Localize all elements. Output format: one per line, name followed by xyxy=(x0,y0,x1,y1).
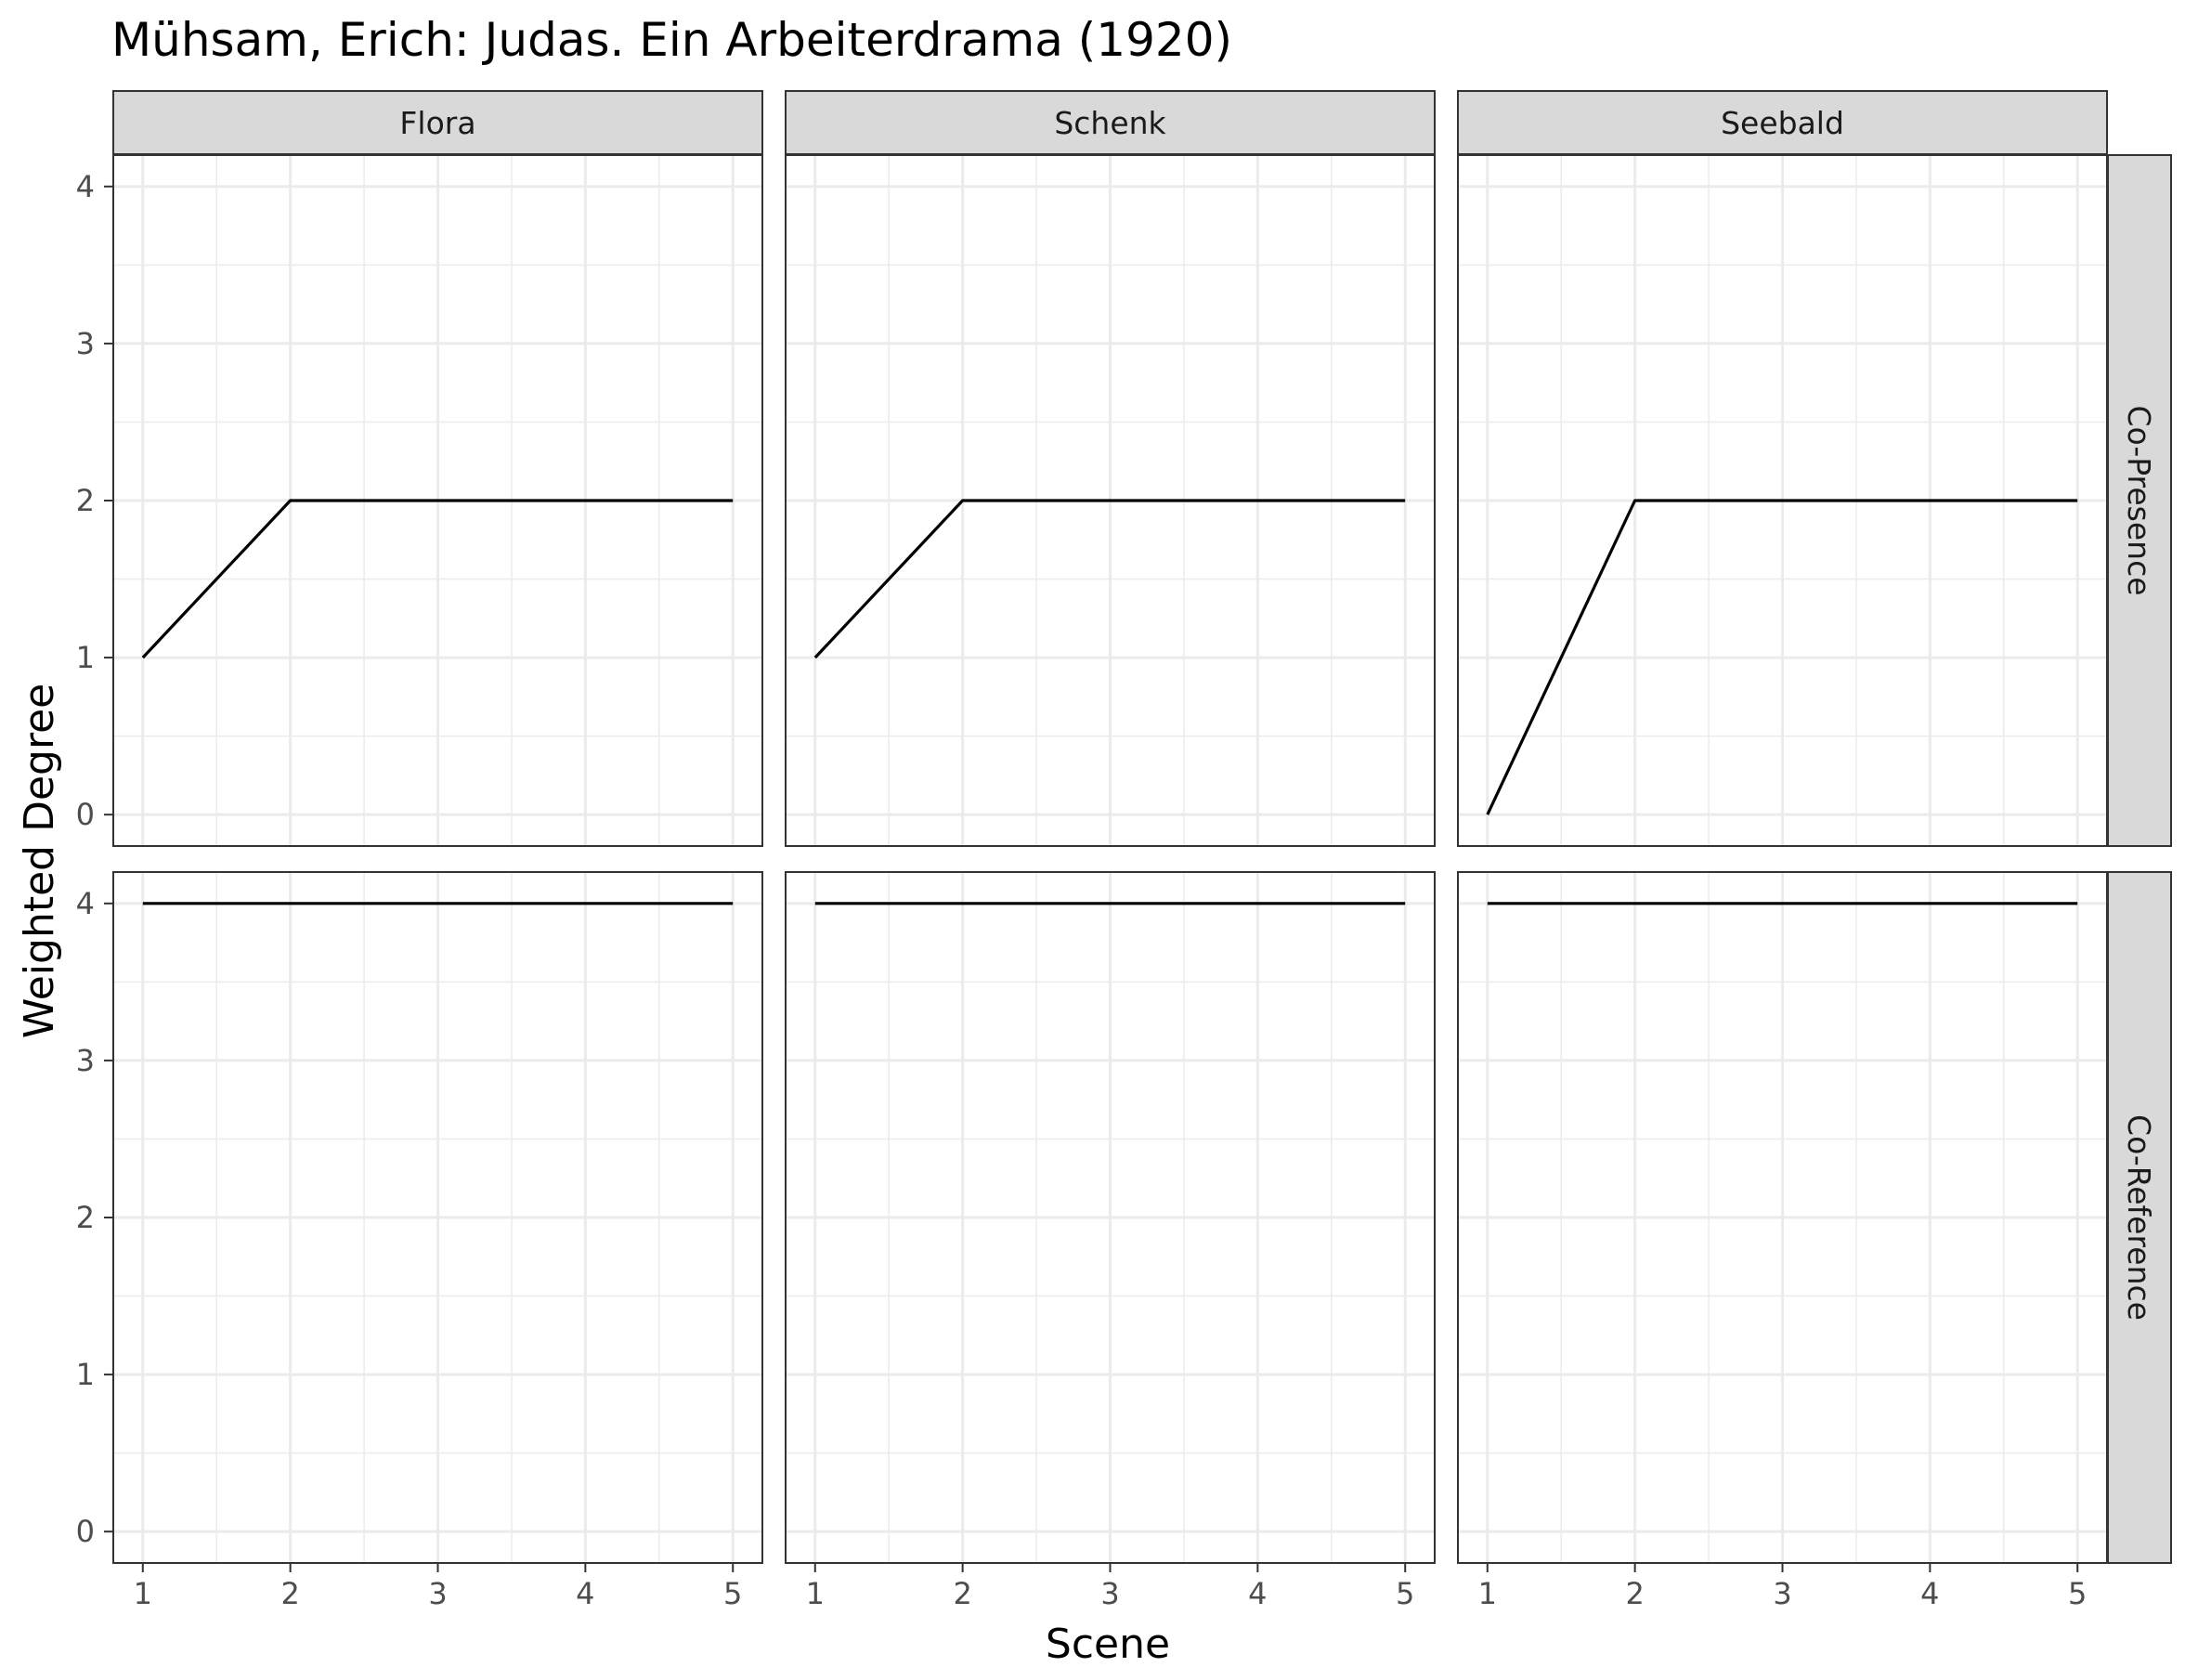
panel-co-reference-seebald: 1 2 3 4 5 xyxy=(1457,871,2108,1611)
strip-background xyxy=(112,90,763,155)
column-strip-label: Flora xyxy=(399,105,475,141)
y-tick-label: 4 xyxy=(76,886,95,921)
x-tick-label: 3 xyxy=(1100,1576,1119,1611)
strip-background xyxy=(1457,90,2108,155)
panel-co-reference-flora: 0 1 2 3 4 1 2 3 4 5 xyxy=(76,871,763,1611)
y-axis-title: Weighted Degree xyxy=(16,684,63,1038)
strips-layer: Flora Schenk Seebald Co-Presence Co-Referenc… xyxy=(112,90,2172,1564)
x-tick-label: 4 xyxy=(1248,1576,1267,1611)
x-tick-label: 4 xyxy=(1920,1576,1939,1611)
x-tick-label: 4 xyxy=(576,1576,594,1611)
x-tick-label: 1 xyxy=(134,1576,152,1611)
y-tick-label: 1 xyxy=(76,1357,95,1392)
x-tick-label: 5 xyxy=(1396,1576,1414,1611)
column-strip-seebald: Seebald xyxy=(1457,90,2108,155)
row-strip-label: Co-Reference xyxy=(2121,1114,2157,1321)
panels-layer: 0 1 2 3 4 0 1 2 3 4 1 2 3 4 5 1 2 3 4 5 1 2 3 4 5 xyxy=(76,154,2108,1611)
x-tick-label: 3 xyxy=(428,1576,447,1611)
y-tick-label: 2 xyxy=(76,1200,95,1235)
series-line-co-presence-flora xyxy=(141,499,734,659)
x-tick-label: 2 xyxy=(280,1576,299,1611)
y-tick-label: 0 xyxy=(76,1514,95,1549)
strip-background xyxy=(785,90,1436,155)
row-strip-label: Co-Presence xyxy=(2121,405,2157,595)
strip-background xyxy=(2107,871,2172,1564)
y-tick-label: 3 xyxy=(76,1043,95,1078)
row-strip-co-reference: Co-Reference xyxy=(2107,871,2172,1564)
x-tick-label: 3 xyxy=(1773,1576,1791,1611)
column-strip-schenk: Schenk xyxy=(785,90,1436,155)
y-tick-label: 4 xyxy=(76,169,95,204)
series-line-co-presence-schenk xyxy=(813,499,1406,659)
x-tick-label: 5 xyxy=(723,1576,742,1611)
panel-co-presence-schenk xyxy=(785,154,1436,847)
x-tick-label: 1 xyxy=(1478,1576,1497,1611)
x-axis-title: Scene xyxy=(1046,1621,1170,1668)
strip-background xyxy=(2107,154,2172,847)
column-strip-label: Schenk xyxy=(1054,105,1166,141)
panel-co-presence-flora: 0 1 2 3 4 xyxy=(76,154,763,847)
panel-co-reference-schenk: 1 2 3 4 5 xyxy=(785,871,1436,1611)
y-tick-label: 3 xyxy=(76,326,95,361)
column-strip-label: Seebald xyxy=(1721,105,1844,141)
x-tick-label: 1 xyxy=(806,1576,825,1611)
x-tick-label: 2 xyxy=(1625,1576,1644,1611)
y-tick-label: 2 xyxy=(76,483,95,518)
y-tick-label: 1 xyxy=(76,640,95,675)
column-strip-flora: Flora xyxy=(112,90,763,155)
chart-title: Mühsam, Erich: Judas. Ein Arbeiterdrama … xyxy=(111,13,1232,67)
x-tick-label: 5 xyxy=(2068,1576,2087,1611)
x-tick-label: 2 xyxy=(953,1576,971,1611)
panel-co-presence-seebald xyxy=(1457,154,2108,847)
row-strip-co-presence: Co-Presence xyxy=(2107,154,2172,847)
series-line-co-presence-seebald xyxy=(1486,499,2078,815)
y-tick-label: 0 xyxy=(76,797,95,832)
